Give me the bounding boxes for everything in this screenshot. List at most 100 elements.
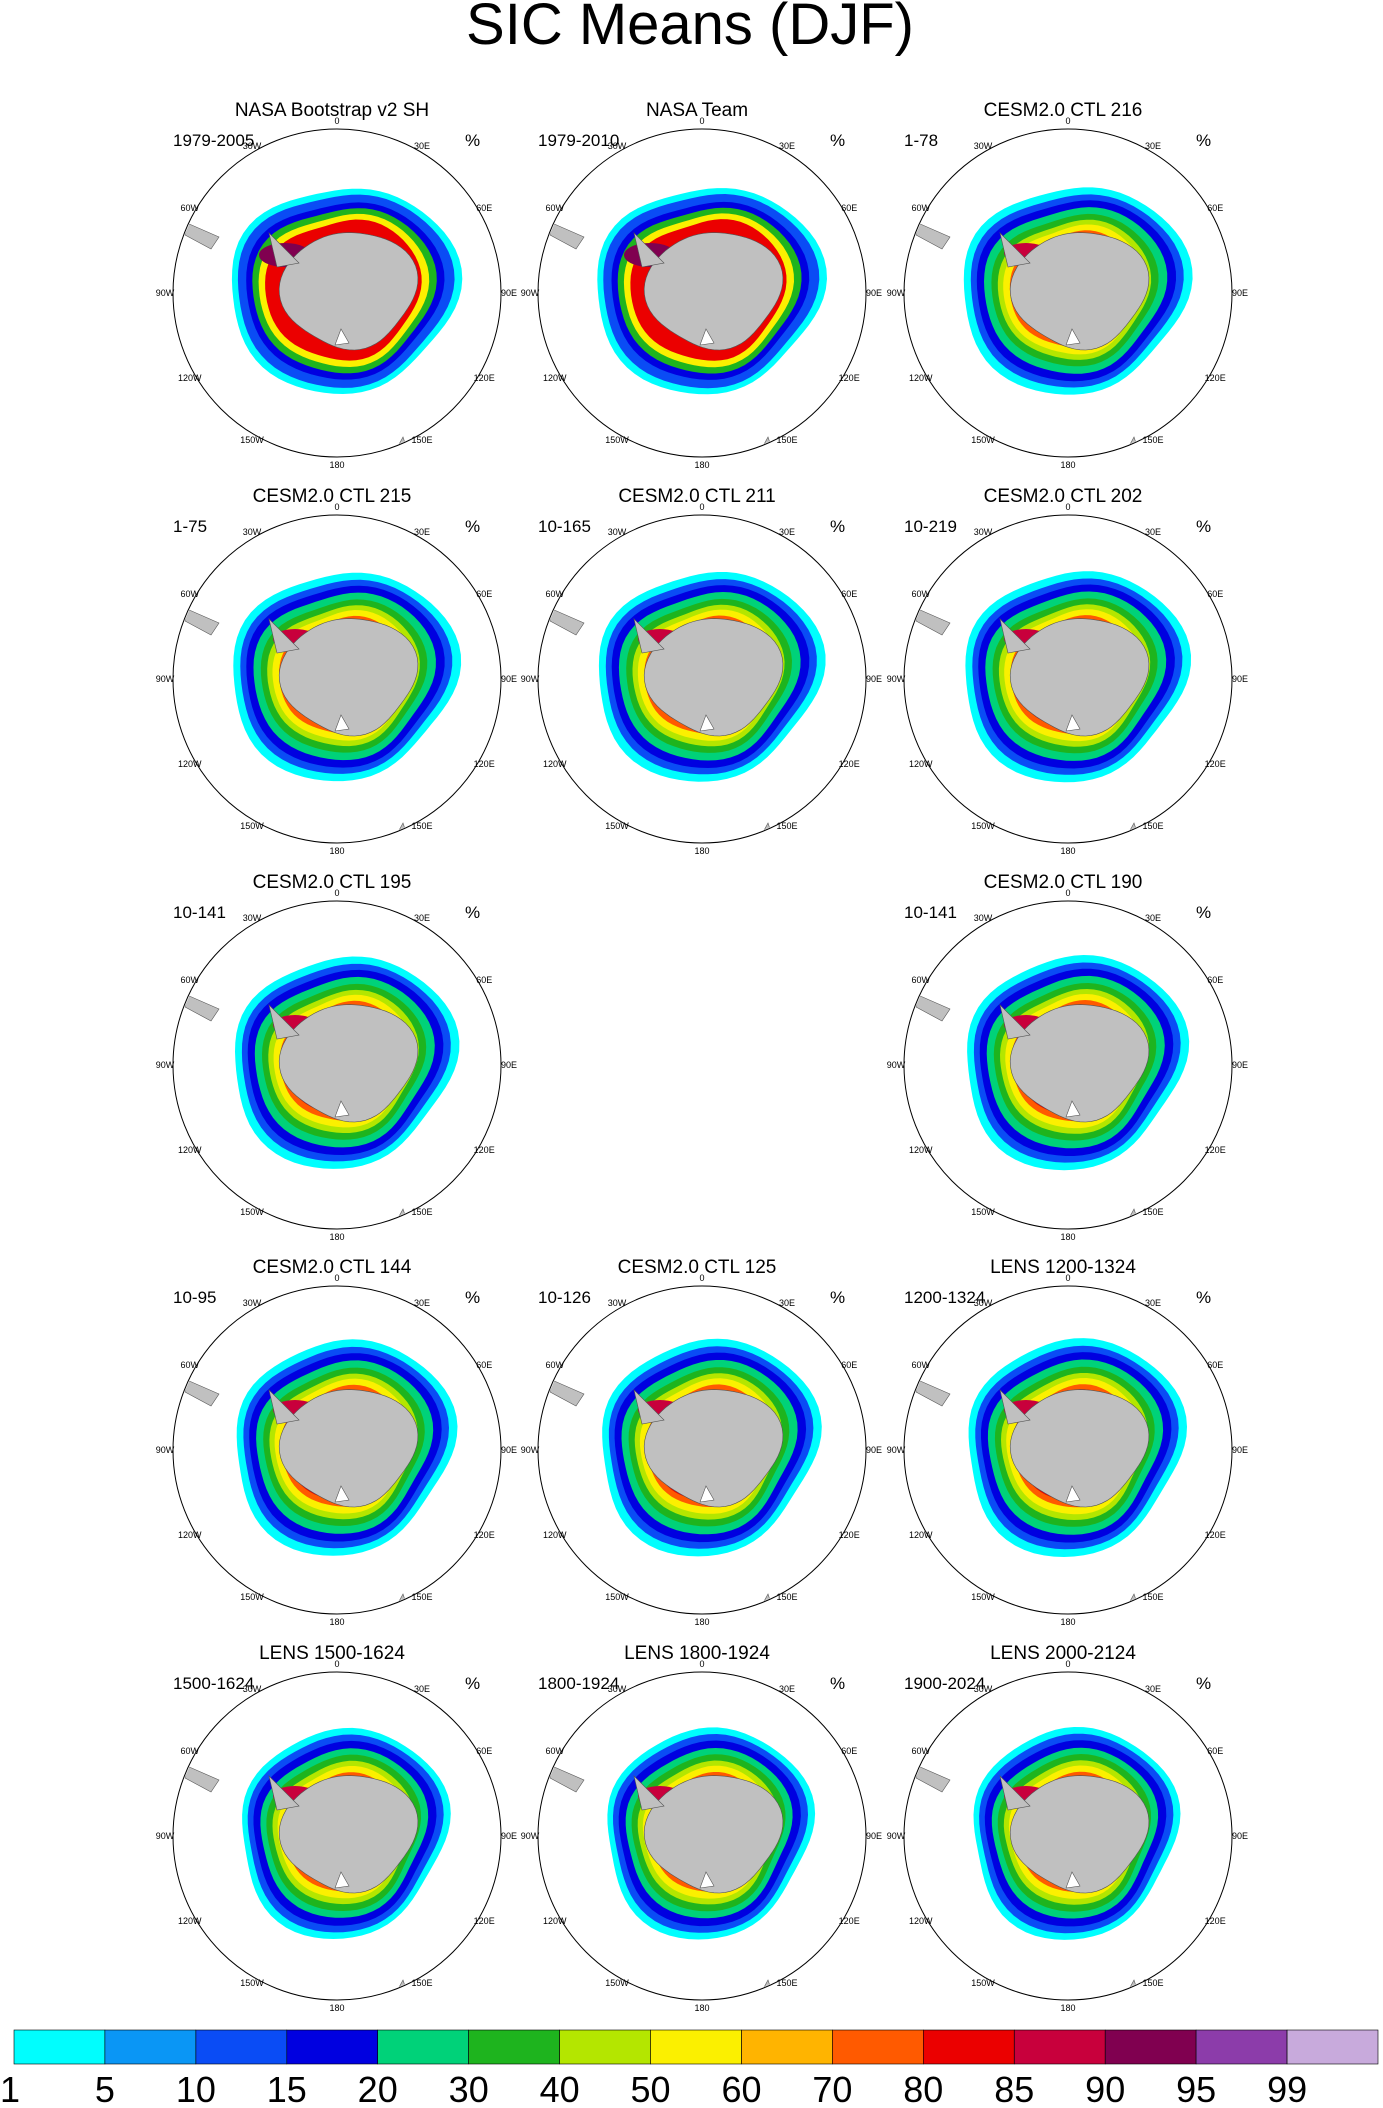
longitude-label: 30W [974,913,993,923]
panel-grid: NASA Bootstrap v2 SH 1979-2005 % 0 30E 60E 90E… [156,100,1248,2013]
panel-period: 1800-1924 [538,1674,619,1693]
panel-title: CESM2.0 CTL 211 [618,486,775,507]
longitude-label: 150W [971,435,995,445]
sea-ice-field [915,1727,1181,1993]
colorbar-swatch [468,2029,560,2065]
colorbar-label: 85 [994,2069,1034,2108]
panel-title: NASA Bootstrap v2 SH [235,100,429,121]
antarctica-landmass [278,1004,419,1123]
longitude-label: 90W [156,1831,175,1841]
longitude-label: 180 [329,2003,344,2013]
panel-period: 10-141 [173,903,226,922]
longitude-label: 150E [411,435,432,445]
panel-units: % [830,1674,845,1693]
colorbar-swatch [1195,2029,1288,2065]
longitude-label: 30W [608,527,627,537]
colorbar-label: 15 [267,2069,307,2108]
longitude-label: 30W [608,141,627,151]
colorbar-swatch [195,2029,288,2065]
longitude-label: 60W [546,589,565,599]
colorbar-swatch [13,2029,106,2065]
longitude-label: 90W [156,1445,175,1455]
longitude-label: 30E [779,1298,795,1308]
longitude-label: 90W [887,288,906,298]
panel-units: % [830,131,845,150]
longitude-label: 90E [501,674,517,684]
longitude-label: 120E [1205,1530,1226,1540]
colorbar-label: 1 [0,2069,20,2108]
longitude-label: 0 [1065,502,1070,512]
longitude-label: 120W [909,373,933,383]
panel-title: CESM2.0 CTL 190 [984,872,1143,893]
ross-ice-shelf [699,1485,715,1503]
colorbar-label: 20 [358,2069,398,2108]
longitude-label: 150E [1142,821,1163,831]
longitude-label: 0 [334,888,339,898]
longitude-label: 120W [178,373,202,383]
panel-units: % [830,1288,845,1307]
map-panel: CESM2.0 CTL 125 10-126 % 0 30E 60E 90E 120E 150E… [521,1257,882,1627]
panel-title: CESM2.0 CTL 215 [253,486,412,507]
longitude-label: 150E [411,1207,432,1217]
longitude-label: 150W [240,821,264,831]
antarctic-peninsula [999,1004,1031,1040]
south-america-tip [549,608,585,636]
longitude-label: 60W [181,203,200,213]
ross-ice-shelf [1065,714,1081,732]
panel-period: 1200-1324 [904,1288,985,1307]
panel-units: % [1196,903,1211,922]
colorbar-swatch [1013,2029,1106,2065]
longitude-label: 30W [974,1298,993,1308]
panel-units: % [830,517,845,536]
antarctic-peninsula [268,1775,300,1811]
south-america-tip [549,1379,585,1407]
longitude-label: 90E [866,1831,882,1841]
map-panel: LENS 2000-2124 1900-2024 % 0 30E 60E 90E 120E 15… [887,1643,1248,2013]
colorbar-label: 10 [176,2069,216,2108]
panel-units: % [1196,517,1211,536]
longitude-label: 90E [501,288,517,298]
longitude-label: 180 [329,846,344,856]
longitude-label: 30W [608,1298,627,1308]
colorbar-swatch [922,2029,1015,2065]
panel-period: 10-95 [173,1288,216,1307]
longitude-label: 150W [971,821,995,831]
map-panel: NASA Bootstrap v2 SH 1979-2005 % 0 30E 60E 90E… [156,100,517,470]
antarctic-peninsula [268,618,300,654]
longitude-label: 150E [1142,1978,1163,1988]
sea-ice-field [915,187,1193,450]
south-america-tip [915,608,951,636]
longitude-label: 60E [1207,975,1223,985]
figure-title: SIC Means (DJF) [466,0,914,57]
sea-ice-field [549,188,827,450]
longitude-label: 180 [694,2003,709,2013]
longitude-label: 180 [329,1617,344,1627]
longitude-label: 180 [329,460,344,470]
longitude-label: 30E [1145,1684,1161,1694]
antarctica-landmass [278,618,419,737]
sea-ice-field [549,572,826,836]
south-america-tip [915,1379,951,1407]
antarctic-peninsula [999,618,1031,654]
colorbar-label: 95 [1176,2069,1216,2108]
longitude-label: 120W [178,1530,202,1540]
longitude-label: 30W [974,527,993,537]
antarctic-peninsula [633,1389,665,1425]
longitude-label: 150E [776,1978,797,1988]
sea-ice-field [915,1338,1187,1607]
longitude-label: 150E [411,1978,432,1988]
panel-units: % [465,1674,480,1693]
longitude-label: 180 [694,460,709,470]
antarctic-peninsula [633,618,665,654]
longitude-label: 60E [476,203,492,213]
longitude-label: 120E [1205,373,1226,383]
longitude-label: 60E [1207,1360,1223,1370]
longitude-label: 90E [501,1831,517,1841]
panel-units: % [465,1288,480,1307]
panel-units: % [465,517,480,536]
map-panel: CESM2.0 CTL 195 10-141 % 0 30E 60E 90E 120E 150E… [156,872,517,1242]
longitude-label: 150E [776,435,797,445]
longitude-label: 60E [1207,1746,1223,1756]
longitude-label: 120E [1205,759,1226,769]
map-panel: NASA Team 1979-2010 % 0 30E 60E 90E 120E 150E 180… [521,100,882,470]
